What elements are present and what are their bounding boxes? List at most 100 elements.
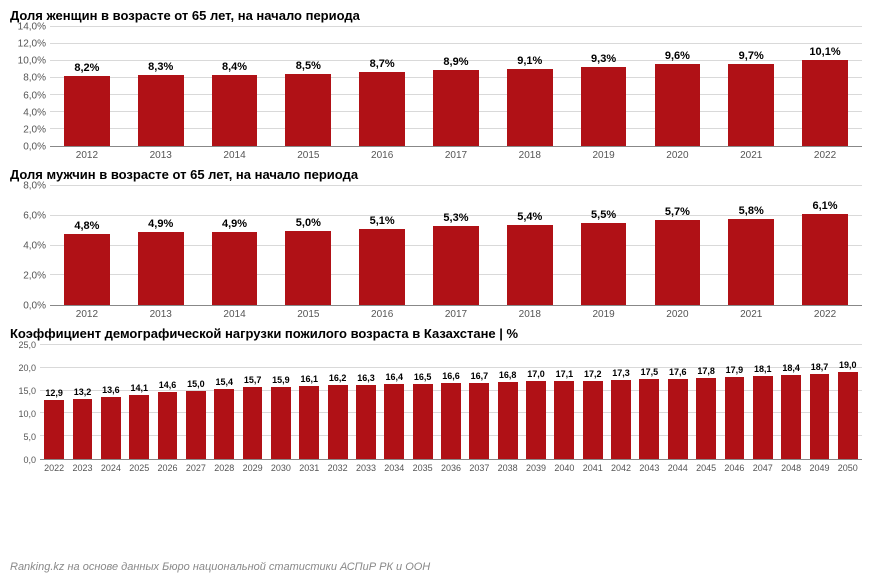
x-tick-label: 2049 [805, 463, 833, 473]
x-tick-label: 2017 [419, 309, 493, 320]
bar [285, 74, 331, 146]
chart3-plot: 12,913,213,614,114,615,015,415,715,916,1… [40, 345, 862, 460]
bar [359, 72, 405, 146]
bar-slot: 8,2% [50, 27, 124, 146]
bar-value-label: 18,4 [782, 363, 800, 373]
bar-slot: 8,4% [198, 27, 272, 146]
bar-slot: 4,8% [50, 186, 124, 305]
bar-value-label: 13,6 [102, 385, 120, 395]
bar [583, 381, 603, 459]
y-tick-label: 2,0% [23, 271, 46, 282]
y-tick-label: 0,0% [23, 142, 46, 153]
y-tick-label: 8,0% [23, 73, 46, 84]
bar-slot: 17,9 [720, 345, 748, 459]
bar-slot: 4,9% [124, 186, 198, 305]
bar-slot: 14,1 [125, 345, 153, 459]
bar [781, 375, 801, 459]
bar-value-label: 17,8 [697, 366, 715, 376]
bar-slot: 6,1% [788, 186, 862, 305]
x-tick-label: 2013 [124, 150, 198, 161]
bar-value-label: 17,5 [641, 367, 659, 377]
bar-slot: 18,1 [749, 345, 777, 459]
bar-slot: 17,8 [692, 345, 720, 459]
y-tick-label: 2,0% [23, 124, 46, 135]
x-tick-label: 2029 [238, 463, 266, 473]
bar-value-label: 17,0 [527, 369, 545, 379]
chart3-title: Коэффициент демографической нагрузки пож… [10, 326, 862, 341]
x-tick-label: 2048 [777, 463, 805, 473]
bar [384, 384, 404, 459]
x-tick-label: 2046 [720, 463, 748, 473]
bar [810, 374, 830, 459]
bar-value-label: 14,1 [130, 383, 148, 393]
chart2-plot: 4,8%4,9%4,9%5,0%5,1%5,3%5,4%5,5%5,7%5,8%… [50, 186, 862, 306]
bar-value-label: 15,0 [187, 379, 205, 389]
bar-value-label: 12,9 [45, 388, 63, 398]
bar-value-label: 16,6 [442, 371, 460, 381]
bar [356, 385, 376, 459]
bar [554, 381, 574, 459]
bar-value-label: 5,5% [591, 209, 616, 221]
x-tick-label: 2036 [437, 463, 465, 473]
bar-slot: 5,7% [641, 186, 715, 305]
chart1-chart-area: 0,0%2,0%4,0%6,0%8,0%10,0%12,0%14,0%8,2%8… [10, 27, 862, 147]
x-tick-label: 2022 [788, 309, 862, 320]
bar [138, 232, 184, 305]
bar-value-label: 14,6 [159, 380, 177, 390]
bar [73, 399, 93, 459]
bar-slot: 16,7 [465, 345, 493, 459]
x-tick-label: 2031 [295, 463, 323, 473]
chart2-chart-area: 0,0%2,0%4,0%6,0%8,0%4,8%4,9%4,9%5,0%5,1%… [10, 186, 862, 306]
chart1-title: Доля женщин в возрасте от 65 лет, на нач… [10, 8, 862, 23]
bar [581, 223, 627, 305]
x-tick-label: 2019 [567, 309, 641, 320]
bar-value-label: 16,3 [357, 373, 375, 383]
x-tick-label: 2038 [494, 463, 522, 473]
y-tick-label: 5,0 [23, 432, 36, 442]
x-tick-label: 2035 [408, 463, 436, 473]
bar-value-label: 16,1 [301, 374, 319, 384]
bar-slot: 19,0 [834, 345, 862, 459]
bar [433, 226, 479, 305]
chart3-y-axis: 0,05,010,015,020,025,0 [10, 345, 40, 460]
bar [359, 229, 405, 305]
bar-slot: 16,2 [323, 345, 351, 459]
bar-value-label: 18,7 [811, 362, 829, 372]
source-footer: Ranking.kz на основе данных Бюро национа… [10, 561, 430, 573]
y-tick-label: 20,0 [18, 363, 36, 373]
bar-slot: 8,5% [271, 27, 345, 146]
bar [299, 386, 319, 459]
bar-slot: 16,4 [380, 345, 408, 459]
x-tick-label: 2043 [635, 463, 663, 473]
bar-slot: 9,1% [493, 27, 567, 146]
x-tick-label: 2042 [607, 463, 635, 473]
bar [186, 391, 206, 459]
bar-slot: 15,0 [182, 345, 210, 459]
bar [655, 220, 701, 305]
bar [285, 231, 331, 305]
chart2-section: Доля мужчин в возрасте от 65 лет, на нач… [10, 167, 862, 320]
x-tick-label: 2020 [641, 150, 715, 161]
bar [64, 76, 110, 146]
bar-slot: 15,4 [210, 345, 238, 459]
bar-value-label: 9,1% [517, 55, 542, 67]
bar [101, 397, 121, 459]
x-tick-label: 2034 [380, 463, 408, 473]
x-tick-label: 2037 [465, 463, 493, 473]
y-tick-label: 8,0% [23, 181, 46, 192]
bar [507, 69, 553, 146]
y-tick-label: 15,0 [18, 386, 36, 396]
bar-value-label: 9,6% [665, 50, 690, 62]
bar-value-label: 8,2% [74, 62, 99, 74]
bar-value-label: 9,7% [739, 50, 764, 62]
bar-value-label: 5,1% [370, 215, 395, 227]
x-tick-label: 2032 [323, 463, 351, 473]
x-tick-label: 2028 [210, 463, 238, 473]
x-tick-label: 2016 [345, 150, 419, 161]
bar [328, 385, 348, 459]
bar-slot: 13,2 [68, 345, 96, 459]
y-tick-label: 12,0% [18, 39, 46, 50]
bar-slot: 5,3% [419, 186, 493, 305]
bar-slot: 17,0 [522, 345, 550, 459]
chart3-bars: 12,913,213,614,114,615,015,415,715,916,1… [40, 345, 862, 459]
